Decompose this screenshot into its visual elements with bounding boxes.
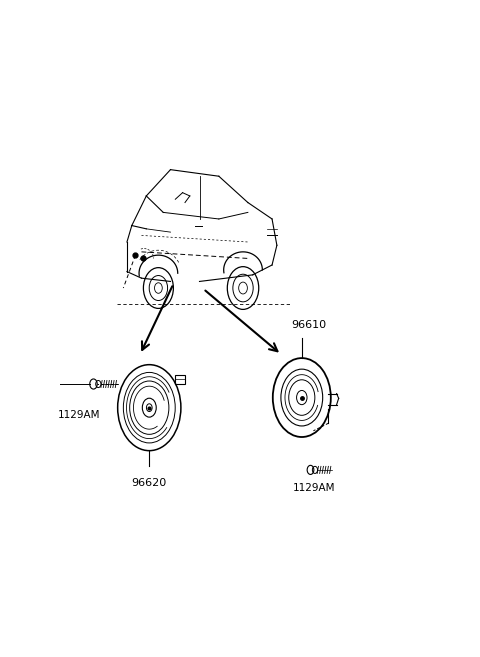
Text: 96610: 96610 [292,320,327,330]
Text: 96620: 96620 [132,478,167,489]
Bar [175,374,185,384]
Text: 1129AM: 1129AM [57,411,100,420]
Text: 1129AM: 1129AM [293,482,336,493]
